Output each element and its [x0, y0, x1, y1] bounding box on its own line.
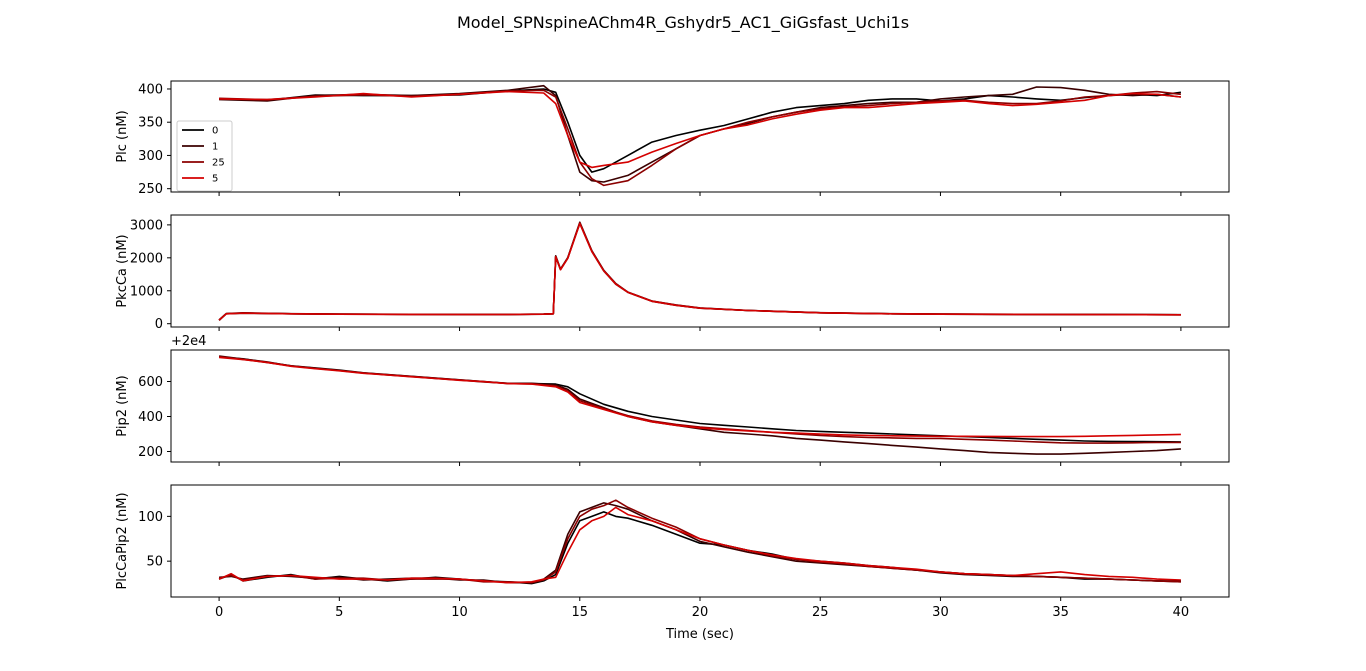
axes-frame — [170, 349, 1230, 463]
y-tick-label: 3000 — [130, 218, 163, 233]
y-tick-label: 250 — [138, 182, 163, 197]
series-line-5 — [218, 506, 1181, 584]
axes-frame — [170, 214, 1230, 328]
y-axis-label: PlcCaPip2 (nM) — [115, 492, 130, 589]
x-tick-label: 15 — [571, 605, 588, 620]
x-tick-label: 5 — [335, 605, 343, 620]
x-tick-label: 25 — [812, 605, 829, 620]
legend-label-0: 0 — [212, 126, 218, 137]
legend-label-1: 1 — [212, 142, 218, 153]
legend-label-25: 25 — [212, 158, 225, 169]
x-tick-label: 10 — [451, 605, 468, 620]
y-tick-label: 2000 — [130, 251, 163, 266]
series-group — [218, 499, 1181, 585]
panel-4: 50 100 0 5 10 15 20 25 30 35 40 PlcCaPip2 (nM) — [115, 484, 1230, 620]
y-tick-label: 300 — [138, 149, 163, 164]
series-group — [219, 355, 1181, 455]
y-tick-label: 350 — [138, 116, 163, 131]
panel-3: 200 400 600 Pip2 (nM) +2e4 — [115, 334, 1230, 466]
y-tick-label: 400 — [138, 410, 163, 425]
series-line-0 — [218, 222, 1181, 321]
y-axis-label: PkcCa (nM) — [115, 234, 130, 307]
legend: 0 1 25 5 — [176, 120, 233, 192]
x-tick-label: 40 — [1173, 605, 1190, 620]
y-axis-label: Pip2 (nM) — [115, 375, 130, 436]
legend-label-5: 5 — [212, 174, 218, 185]
y-tick-label: 400 — [138, 82, 163, 97]
y-tick-label: 0 — [155, 317, 163, 332]
series-line-0 — [218, 511, 1181, 585]
series-line-1 — [218, 221, 1181, 321]
series-line-5 — [219, 356, 1181, 438]
y-tick-label: 1000 — [130, 284, 163, 299]
y-tick-label: 100 — [138, 510, 163, 525]
series-group — [219, 84, 1182, 187]
series-line-25 — [218, 222, 1181, 321]
series-group — [218, 221, 1181, 321]
legend-box — [176, 120, 233, 192]
x-tick-label: 35 — [1052, 605, 1069, 620]
series-line-25 — [219, 355, 1181, 444]
series-line-5 — [219, 90, 1181, 169]
series-line-0 — [219, 88, 1182, 173]
y-tick-label: 200 — [138, 445, 163, 460]
x-tick-label: 30 — [932, 605, 949, 620]
series-line-5 — [218, 222, 1181, 321]
series-line-1 — [219, 84, 1181, 183]
figure-title: Model_SPNspineAChm4R_Gshydr5_AC1_GiGsfas… — [457, 13, 909, 33]
axes-frame — [170, 484, 1230, 598]
x-tick-label: 0 — [215, 605, 223, 620]
x-tick-label: 20 — [692, 605, 709, 620]
y-tick-label: 50 — [146, 555, 163, 570]
y-offset-label: +2e4 — [171, 334, 206, 349]
y-tick-label: 600 — [138, 375, 163, 390]
y-axis-label: Plc (nM) — [115, 110, 130, 162]
x-axis-label: Time (sec) — [665, 627, 734, 642]
axes-frame — [170, 80, 1230, 193]
